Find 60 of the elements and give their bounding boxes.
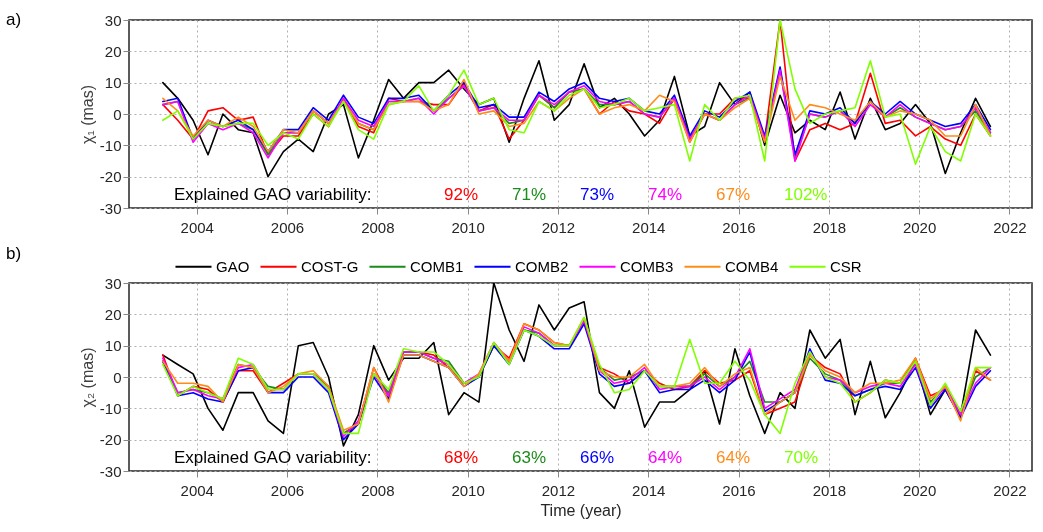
legend-label: GAO xyxy=(216,257,250,275)
legend-label: COMB1 xyxy=(410,257,464,275)
x-tick-label: 2018 xyxy=(812,481,847,499)
legend-label: COMB4 xyxy=(725,257,779,275)
legend-label: COMB3 xyxy=(620,257,674,275)
annotation: 74% xyxy=(648,185,683,204)
y-tick-label: -30 xyxy=(99,199,122,217)
x-tick-label: 2004 xyxy=(180,218,214,236)
legend-label: CSR xyxy=(830,257,862,275)
y-tick-label: 0 xyxy=(113,368,122,386)
x-axis-title: Time (year) xyxy=(540,501,622,519)
y-tick-label: -20 xyxy=(99,431,122,449)
x-tick-label: 2008 xyxy=(361,218,395,236)
x-tick-label: 2018 xyxy=(812,218,847,236)
x-tick-label: 2006 xyxy=(270,218,305,236)
annotation: Explained GAO variability: xyxy=(174,185,372,204)
x-tick-label: 2014 xyxy=(632,218,666,236)
annotation: Explained GAO variability: xyxy=(174,448,372,467)
x-tick-label: 2006 xyxy=(270,481,305,499)
y-tick-label: 20 xyxy=(104,42,122,60)
annotation: 64% xyxy=(648,448,683,467)
y-axis-title: χ₁ (mas) xyxy=(78,84,96,145)
x-tick-label: 2016 xyxy=(722,481,756,499)
x-tick-label: 2016 xyxy=(722,218,756,236)
y-tick-label: 30 xyxy=(104,274,122,292)
annotation: 71% xyxy=(512,185,547,204)
x-tick-label: 2022 xyxy=(993,218,1027,236)
x-tick-label: 2010 xyxy=(451,218,485,236)
y-tick-label: 30 xyxy=(104,11,122,29)
x-tick-label: 2014 xyxy=(632,481,666,499)
annotation: 68% xyxy=(444,448,479,467)
annotation: 70% xyxy=(784,448,819,467)
annotation: 102% xyxy=(784,185,828,204)
annotation: 64% xyxy=(716,448,751,467)
y-tick-label: -30 xyxy=(99,462,122,480)
annotation: 63% xyxy=(512,448,547,467)
y-tick-label: -20 xyxy=(99,168,122,186)
x-tick-label: 2010 xyxy=(451,481,485,499)
x-tick-label: 2004 xyxy=(180,481,214,499)
y-tick-label: -10 xyxy=(99,136,122,154)
x-tick-label: 2022 xyxy=(993,481,1027,499)
chart-title: b) xyxy=(6,244,22,263)
y-tick-label: 0 xyxy=(113,105,122,123)
annotation: 92% xyxy=(444,185,479,204)
x-tick-label: 2020 xyxy=(902,218,937,236)
annotation: 67% xyxy=(716,185,751,204)
x-tick-label: 2012 xyxy=(541,218,576,236)
y-tick-label: -10 xyxy=(99,399,122,417)
legend-label: COST-G xyxy=(301,257,359,275)
legend-label: COMB2 xyxy=(515,257,569,275)
y-tick-label: 10 xyxy=(104,74,122,92)
y-tick-label: 10 xyxy=(104,337,122,355)
x-tick-label: 2008 xyxy=(361,481,395,499)
annotation: 66% xyxy=(580,448,615,467)
annotation: 73% xyxy=(580,185,615,204)
y-tick-label: 20 xyxy=(104,305,122,323)
y-axis-title: χ₂ (mas) xyxy=(78,347,96,408)
chart-title: a) xyxy=(6,10,22,29)
x-tick-label: 2012 xyxy=(541,481,576,499)
x-tick-label: 2020 xyxy=(902,481,937,499)
